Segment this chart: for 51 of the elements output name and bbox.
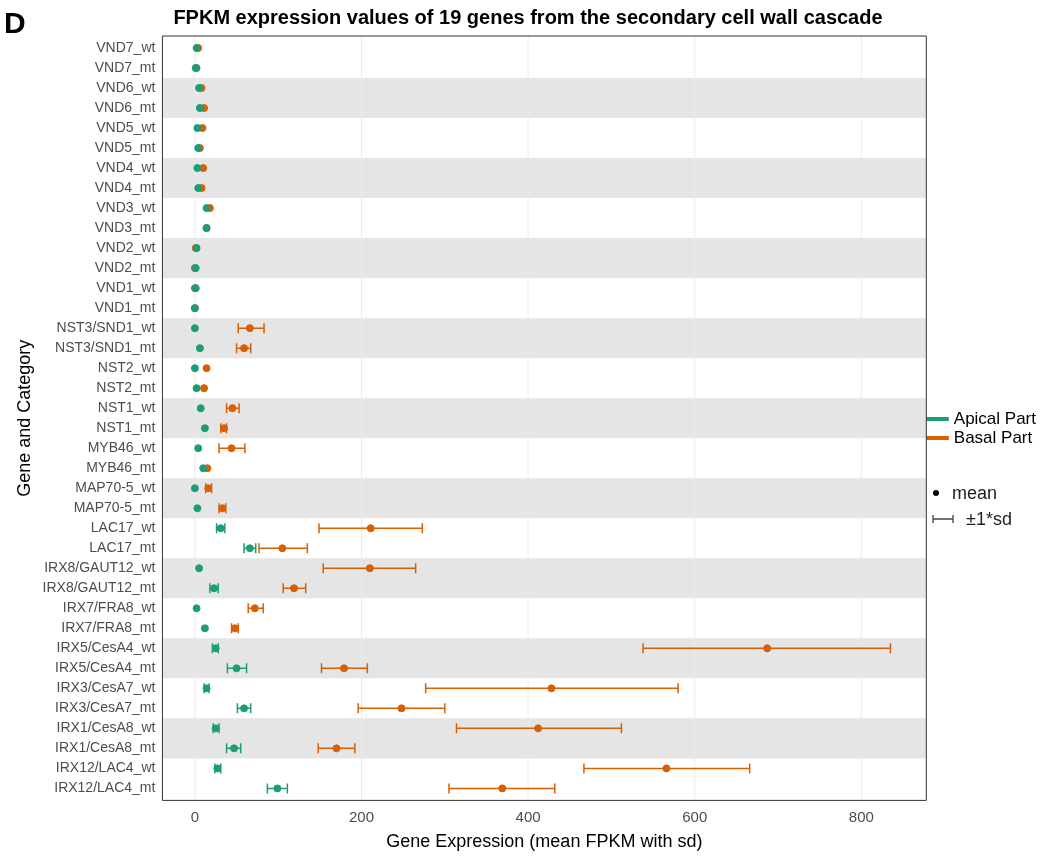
x-axis-title: Gene Expression (mean FPKM with sd)	[386, 831, 703, 852]
y-tick-label: VND3_mt	[94, 218, 156, 235]
y-tick-label: IRX12/LAC4_wt	[55, 759, 156, 776]
x-tick-label: 0	[190, 807, 200, 825]
legend-label: Basal Part	[953, 427, 1033, 447]
y-tick-label: LAC17_wt	[90, 519, 156, 536]
y-tick-label: MAP70-5_wt	[75, 479, 156, 496]
y-tick-label: LAC17_mt	[89, 539, 156, 556]
y-tick-label: IRX5/CesA4_mt	[55, 659, 156, 676]
y-tick-label: NST3/SND1_wt	[56, 319, 156, 336]
y-tick-label: IRX8/GAUT12_wt	[44, 559, 156, 576]
y-tick-label: MAP70-5_mt	[73, 499, 156, 516]
x-tick-label: 800	[848, 807, 874, 825]
y-tick-label: MYB46_mt	[86, 459, 156, 476]
y-tick-label: VND2_mt	[94, 258, 156, 275]
y-tick-label: VND4_wt	[96, 158, 156, 175]
y-tick-label: NST1_wt	[97, 399, 156, 416]
y-axis-title: Gene and Category	[13, 339, 34, 497]
y-tick-label: VND1_wt	[96, 278, 156, 295]
y-tick-label: NST1_mt	[96, 419, 156, 436]
y-tick-label: VND5_mt	[94, 138, 156, 155]
x-tick-label: 200	[348, 807, 375, 825]
chart-title: FPKM expression values of 19 genes from the secondary cell wall cascade	[173, 5, 883, 28]
x-tick-label: 600	[682, 807, 708, 825]
y-tick-label: NST2_wt	[97, 359, 156, 376]
y-tick-label: IRX8/GAUT12_mt	[42, 579, 156, 596]
y-tick-label: IRX5/CesA4_wt	[56, 639, 156, 656]
text: D	[4, 6, 26, 40]
x-tick-label: 400	[515, 807, 541, 825]
y-tick-label: VND4_mt	[94, 178, 156, 195]
y-tick-label: IRX1/CesA8_wt	[56, 719, 156, 736]
y-tick-label: NST3/SND1_mt	[55, 339, 156, 356]
y-tick-label: IRX7/FRA8_mt	[61, 619, 156, 636]
y-tick-label: IRX1/CesA8_mt	[55, 739, 156, 756]
y-tick-label: VND6_wt	[96, 78, 156, 95]
y-tick-label: IRX3/CesA7_mt	[55, 699, 156, 716]
y-tick-label: IRX7/FRA8_wt	[62, 599, 156, 616]
legend-label: Apical Part	[953, 408, 1037, 428]
y-tick-label: IRX12/LAC4_mt	[54, 779, 156, 796]
y-tick-label: NST2_mt	[96, 379, 156, 396]
y-tick-label: VND7_mt	[94, 58, 156, 75]
y-tick-label: MYB46_wt	[87, 439, 156, 456]
y-tick-label: VND6_mt	[94, 98, 156, 115]
y-tick-label: VND3_wt	[96, 198, 156, 215]
y-tick-label: VND1_mt	[94, 299, 156, 315]
text: mean	[952, 482, 998, 504]
y-tick-label: IRX3/CesA7_wt	[56, 679, 156, 696]
text: ±1*sd	[966, 508, 1012, 530]
y-tick-label: VND5_wt	[96, 118, 156, 135]
y-tick-label: VND2_wt	[96, 238, 156, 255]
y-tick-label: VND7_wt	[96, 38, 156, 55]
